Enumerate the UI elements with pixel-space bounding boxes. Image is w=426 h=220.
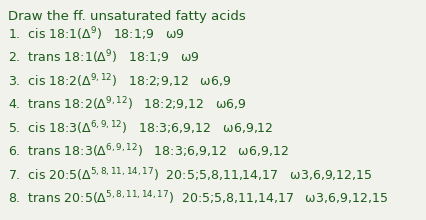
Text: 6.  trans 18:3($\Delta^{6,9,12}$)   18:3;6,9,12   ω6,9,12: 6. trans 18:3($\Delta^{6,9,12}$) 18:3;6,… xyxy=(8,143,288,160)
Text: 1.  cis 18:1($\Delta^{9}$)   18:1;9   ω9: 1. cis 18:1($\Delta^{9}$) 18:1;9 ω9 xyxy=(8,25,184,43)
Text: 3.  cis 18:2($\Delta^{9,12}$)   18:2;9,12   ω6,9: 3. cis 18:2($\Delta^{9,12}$) 18:2;9,12 ω… xyxy=(8,72,231,90)
Text: 4.  trans 18:2($\Delta^{9,12}$)   18:2;9,12   ω6,9: 4. trans 18:2($\Delta^{9,12}$) 18:2;9,12… xyxy=(8,95,246,113)
Text: Draw the ff. unsaturated fatty acids: Draw the ff. unsaturated fatty acids xyxy=(8,10,245,23)
Text: 7.  cis 20:5($\Delta^{5,8,11,14,17}$)  20:5;5,8,11,14,17   ω3,6,9,12,15: 7. cis 20:5($\Delta^{5,8,11,14,17}$) 20:… xyxy=(8,166,372,184)
Text: 5.  cis 18:3($\Delta^{6,9,12}$)   18:3;6,9,12   ω6,9,12: 5. cis 18:3($\Delta^{6,9,12}$) 18:3;6,9,… xyxy=(8,119,273,137)
Text: 2.  trans 18:1($\Delta^{9}$)   18:1;9   ω9: 2. trans 18:1($\Delta^{9}$) 18:1;9 ω9 xyxy=(8,48,199,66)
Text: 8.  trans 20:5($\Delta^{5,8,11,14,17}$)  20:5;5,8,11,14,17   ω3,6,9,12,15: 8. trans 20:5($\Delta^{5,8,11,14,17}$) 2… xyxy=(8,189,387,207)
